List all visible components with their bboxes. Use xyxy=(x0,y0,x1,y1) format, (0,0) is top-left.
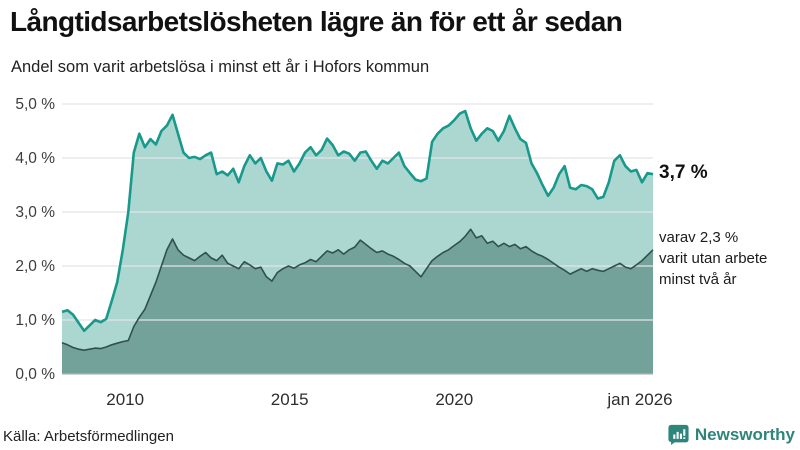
y-axis-tick-label: 5,0 % xyxy=(15,96,55,113)
y-axis-tick-label: 2,0 % xyxy=(15,258,55,275)
two-year-annotation: varav 2,3 % varit utan arbete minst två … xyxy=(659,227,797,290)
annotation-line-2: varit utan arbete xyxy=(659,250,768,267)
y-axis-tick-label: 1,0 % xyxy=(15,312,55,329)
source-attribution: Källa: Arbetsförmedlingen xyxy=(3,428,174,445)
x-axis-tick-label: 2010 xyxy=(106,390,144,409)
x-axis-tick-label: 2020 xyxy=(435,390,473,409)
x-axis-tick-label: jan 2026 xyxy=(606,390,672,409)
y-axis-tick-label: 4,0 % xyxy=(15,150,55,167)
y-axis-tick-label: 0,0 % xyxy=(15,366,55,383)
page-title: Långtidsarbetslösheten lägre än för ett … xyxy=(10,6,623,37)
total-unemployment-line xyxy=(61,109,654,333)
newsworthy-logo-text: Newsworthy xyxy=(694,424,795,444)
newsworthy-branding: Newsworthy xyxy=(668,424,795,445)
annotation-line-3: minst två år xyxy=(659,271,737,288)
annotation-line-1: varav 2,3 % xyxy=(659,229,739,246)
chart-subtitle: Andel som varit arbetslösa i minst ett å… xyxy=(11,58,430,76)
newsworthy-logo-icon xyxy=(668,424,689,445)
latest-total-value-label: 3,7 % xyxy=(659,162,708,183)
y-axis-tick-label: 3,0 % xyxy=(15,204,55,221)
two-year-unemployment-line xyxy=(61,228,654,351)
x-axis-tick-label: 2015 xyxy=(271,390,309,409)
